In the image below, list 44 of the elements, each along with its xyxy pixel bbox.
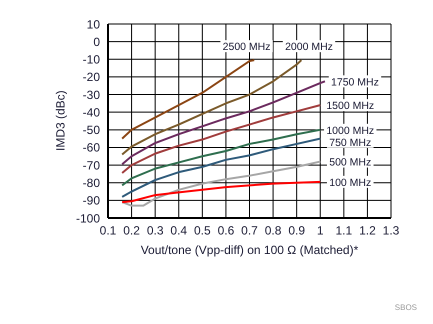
y-tick-label: -30 <box>82 88 100 102</box>
x-tick-label: 0.6 <box>218 224 235 238</box>
x-tick-label: 0.4 <box>170 224 188 238</box>
line-series <box>121 104 322 174</box>
y-tick-label: -40 <box>82 105 100 120</box>
y-tick-label: -80 <box>82 176 100 190</box>
series-label: 750 MHz <box>329 136 372 149</box>
series-label: 1000 MHz <box>326 124 374 137</box>
y-tick-label: -100 <box>76 211 100 226</box>
y-tick-label: -60 <box>82 140 100 155</box>
y-axis-title: IMD3 (dBc) <box>53 90 68 151</box>
x-tick-label: 1 <box>316 224 324 238</box>
line-series <box>121 138 322 198</box>
text: SBOS <box>394 303 417 312</box>
line-series <box>121 59 256 140</box>
line-series <box>121 160 322 207</box>
x-tick-label: 0.2 <box>123 224 140 238</box>
x-tick-label: 0.9 <box>288 224 306 238</box>
y-tick-label: 10 <box>86 17 100 32</box>
x-tick-label: 1.1 <box>335 224 352 238</box>
x-tick-label: 1.2 <box>359 224 376 238</box>
x-tick-label: 1.3 <box>382 224 400 238</box>
y-tick-label: -20 <box>82 70 100 84</box>
series-label: 500 MHz <box>329 156 372 169</box>
y-tick-label: -90 <box>82 194 100 208</box>
series-label: 1750 MHz <box>331 76 379 88</box>
line-series <box>121 180 322 204</box>
y-tick-label: -10 <box>82 52 100 67</box>
x-tick-label: 0.1 <box>100 224 117 238</box>
series-label: 2500 MHz <box>222 41 271 54</box>
series-label: 2000 MHz <box>285 41 333 54</box>
series-label: 100 MHz <box>329 176 372 189</box>
line-series <box>121 59 302 156</box>
y-tick-label: -70 <box>82 158 100 172</box>
x-tick-label: 0.3 <box>146 224 164 238</box>
y-tick-label: -50 <box>82 123 100 138</box>
series-label: 1500 MHz <box>326 100 374 112</box>
x-tick-label: 0.5 <box>194 224 211 238</box>
y-tick-label: 0 <box>93 34 100 49</box>
line-series <box>121 80 326 166</box>
line-series <box>121 128 322 186</box>
x-tick-label: 0.7 <box>241 224 258 238</box>
x-axis-title: Vout/tone (Vpp-diff) on 100 Ω (Matched)* <box>140 243 359 257</box>
x-tick-label: 0.8 <box>264 224 282 238</box>
